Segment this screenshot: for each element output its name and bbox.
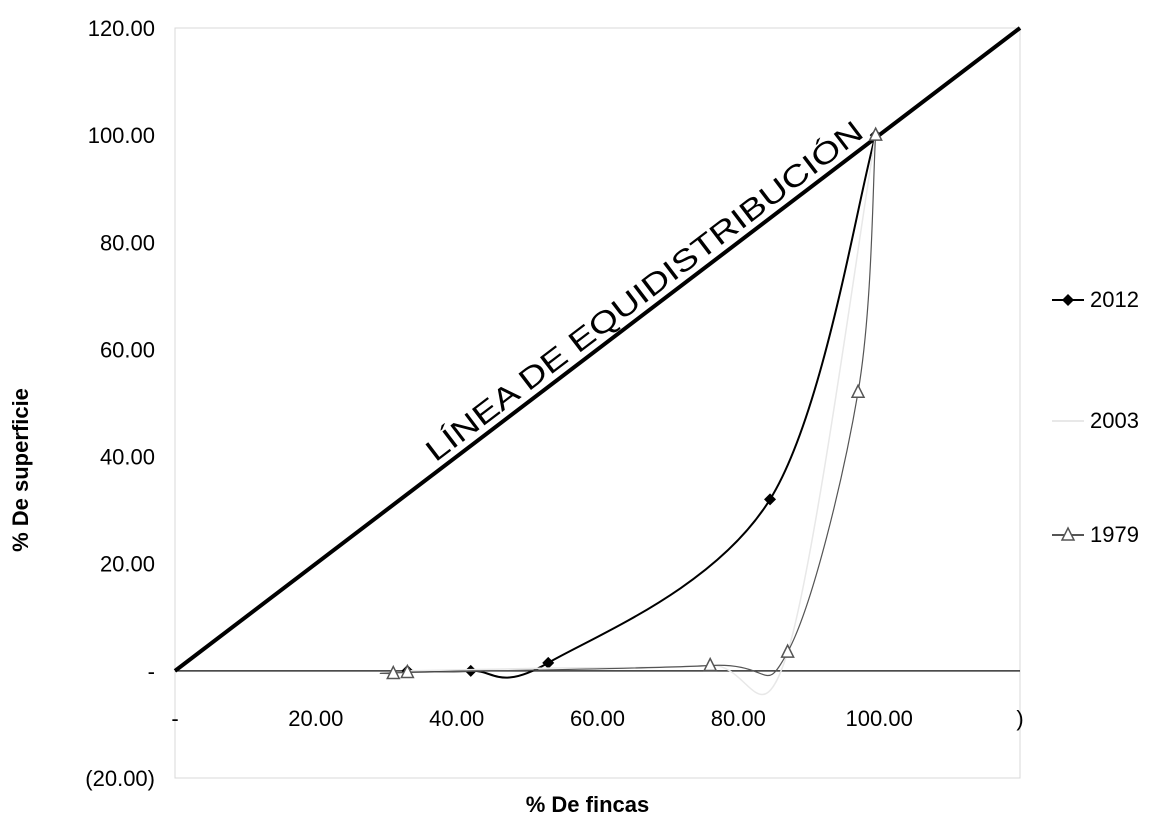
legend-item-2012: 2012 [1052,287,1139,312]
x-tick-label: 100.00 [846,706,913,731]
y-tick-label: 80.00 [100,230,155,255]
equidistribution-annotation: LÍNEA DE EQUIDISTRIBUCIÓN [420,115,870,468]
data-point-1979 [400,663,415,679]
x-tick-label: 20.00 [288,706,343,731]
data-point-1979 [850,383,866,399]
data-point-1979 [868,126,883,141]
x-tick-label: 60.00 [570,706,625,731]
equidistribution-line [173,26,1022,673]
legend-marker [1060,526,1076,541]
series-2003 [407,135,877,696]
y-tick-label: 40.00 [100,445,155,470]
y-tick-label: 60.00 [100,337,155,362]
y-axis-title: % De superficie [8,388,33,552]
data-point-2012 [764,493,777,506]
legend-label: 2003 [1090,408,1139,433]
y-tick-label: 120.00 [88,16,155,41]
x-tick-label: - [171,706,178,731]
x-tick-label: 80.00 [711,706,766,731]
data-point-2012 [542,656,555,669]
legend-marker [1062,294,1074,306]
data-point-1979 [780,643,795,658]
series-line-1979 [379,135,877,677]
y-tick-label: 20.00 [100,552,155,577]
legend-label: 1979 [1090,522,1139,547]
y-tick-label: - [148,659,155,684]
y-tick-label: 100.00 [88,123,155,148]
x-tick-label: 40.00 [429,706,484,731]
legend-item-1979: 1979 [1052,522,1139,547]
y-tick-label: (20.00) [85,766,155,791]
data-point-1979 [702,656,718,672]
x-axis-title: % De fincas [526,792,650,817]
series-1979 [379,126,883,680]
data-point-1979 [386,664,401,680]
legend-item-2003: 2003 [1052,408,1139,433]
series-line-2003 [407,135,877,696]
legend-label: 2012 [1090,287,1139,312]
x-tick-label: ) [1016,706,1023,731]
plot-frame [174,27,1021,779]
legend: 2012 2003 1979 [1052,287,1139,547]
